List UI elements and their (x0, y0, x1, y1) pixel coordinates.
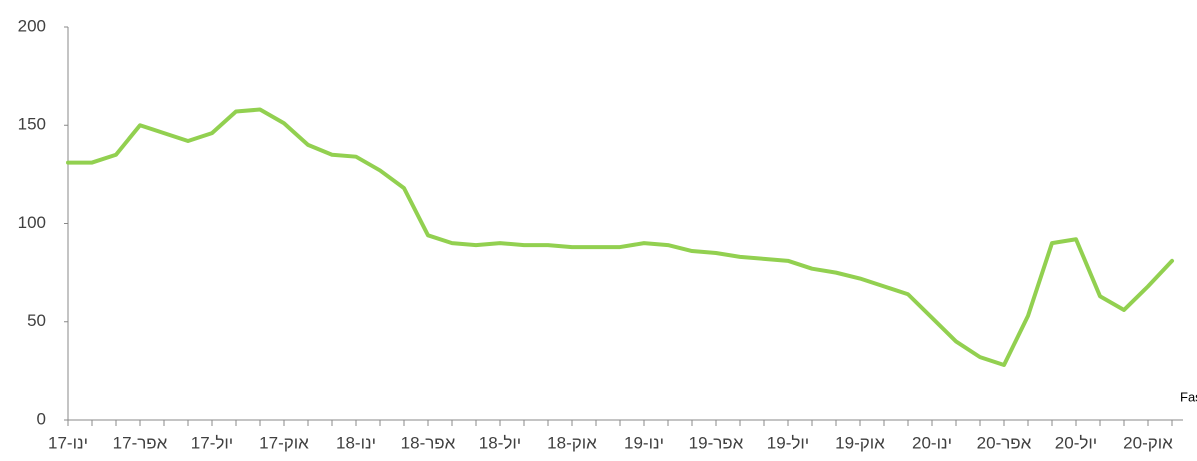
x-tick-label: יול-20 (1055, 433, 1097, 452)
x-tick-label: אפר-17 (113, 433, 168, 452)
x-tick-label: אוק-20 (1123, 433, 1173, 452)
y-tick-label: 0 (37, 409, 46, 428)
x-tick-label: יול-18 (479, 433, 521, 452)
line (66, 107, 1174, 367)
x-tick-label: יול-17 (191, 433, 233, 452)
x-tick-label: ינו-20 (912, 433, 952, 452)
x-tick-label: אוק-17 (259, 433, 309, 452)
y-tick-label: 150 (18, 115, 46, 134)
y-tick-label: 200 (18, 16, 46, 35)
x-tick-label: אפר-20 (977, 433, 1032, 452)
x-tick-label: אפר-18 (401, 433, 456, 452)
x-tick-label: יול-19 (767, 433, 809, 452)
y-tick-label: 100 (18, 213, 46, 232)
source-note: מקור- Fastmarkets RISI (1180, 389, 1197, 404)
x-tick-label: ינו-19 (624, 433, 664, 452)
x-tick-label: אוק-19 (835, 433, 885, 452)
x-tick-label: אפר-19 (689, 433, 744, 452)
x-tick-label: ינו-17 (48, 433, 88, 452)
y-tick-label: 50 (27, 311, 46, 330)
x-tick-label: ינו-18 (336, 433, 376, 452)
x-tick-label: אוק-18 (547, 433, 597, 452)
